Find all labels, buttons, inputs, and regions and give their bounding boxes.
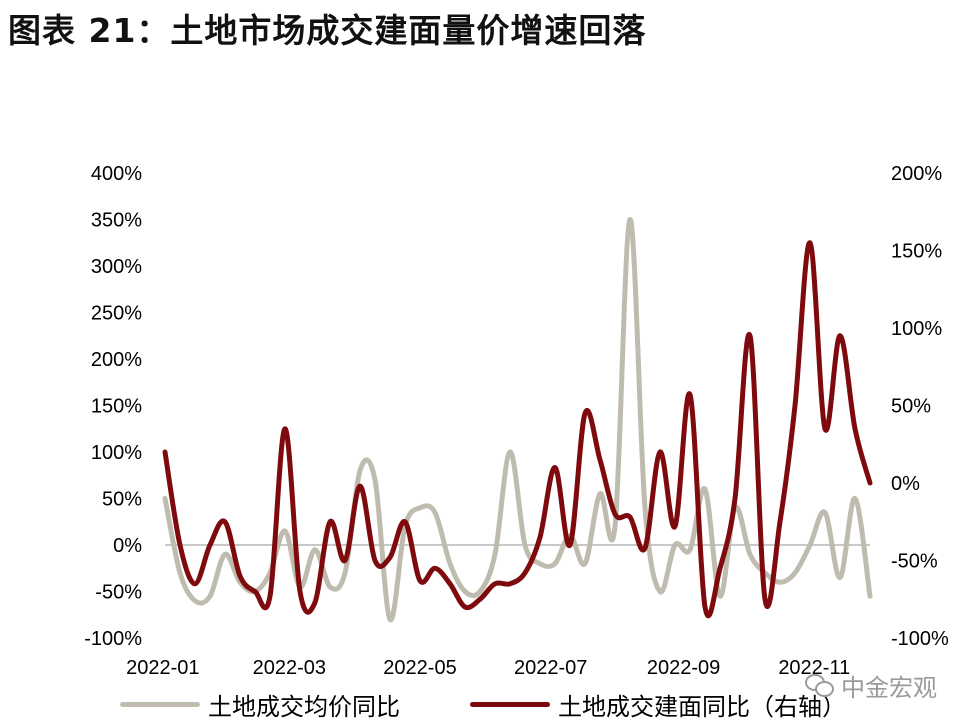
legend-label-avg-price: 土地成交均价同比	[208, 692, 400, 721]
x-tick-label: 2022-01	[126, 657, 199, 679]
y-left-tick-label: 300%	[91, 256, 142, 278]
y-left-tick-label: 100%	[91, 442, 142, 464]
watermark: 中金宏观	[805, 668, 937, 702]
x-tick-label: 2022-09	[647, 657, 720, 679]
y-left-tick-label: 350%	[91, 210, 142, 232]
y-left-tick-label: 400%	[91, 163, 142, 185]
y-right-tick-label: 100%	[891, 318, 942, 340]
series-layer	[162, 216, 873, 622]
legend: 土地成交均价同比 土地成交建面同比（右轴）	[0, 684, 966, 724]
x-tick-label: 2022-03	[253, 657, 326, 679]
legend-item-avg-price: 土地成交均价同比	[120, 684, 400, 724]
right-axis-ticks: 200% 150% 100% 50% 0% -50% -100%	[891, 163, 949, 650]
y-right-tick-label: -50%	[891, 551, 938, 573]
wechat-icon	[805, 674, 835, 697]
y-right-tick-label: 150%	[891, 241, 942, 263]
y-left-tick-label: 50%	[102, 489, 142, 511]
y-left-tick-label: 250%	[91, 303, 142, 325]
y-left-tick-label: 200%	[91, 349, 142, 371]
x-tick-label: 2022-11	[778, 657, 850, 679]
y-right-tick-label: 0%	[891, 473, 920, 495]
y-right-tick-label: 50%	[891, 396, 931, 418]
legend-item-floor-area: 土地成交建面同比（右轴）	[470, 684, 846, 724]
y-left-tick-label: 0%	[113, 535, 142, 557]
x-tick-label: 2022-07	[514, 657, 587, 679]
legend-swatch-floor-area	[470, 701, 550, 707]
x-axis-ticks: 2022-01 2022-03 2022-05 2022-07 2022-09 2022-…	[126, 657, 850, 679]
legend-label-floor-area: 土地成交建面同比（右轴）	[558, 692, 846, 721]
left-axis-ticks: 400% 350% 300% 250% 200% 150% 100% 50% 0% -50% -10…	[84, 163, 142, 650]
y-right-tick-label: 200%	[891, 163, 942, 185]
y-left-tick-label: 150%	[91, 396, 142, 418]
legend-swatch-avg-price	[120, 701, 200, 707]
y-left-tick-label: -100%	[84, 628, 142, 650]
chart-title: 图表 21：土地市场成交建面量价增速回落	[8, 11, 647, 50]
series-line-floor-area	[162, 240, 873, 619]
y-right-tick-label: -100%	[891, 628, 949, 650]
watermark-text: 中金宏观	[841, 673, 937, 702]
y-left-tick-label: -50%	[95, 582, 142, 604]
x-tick-label: 2022-05	[383, 657, 456, 679]
